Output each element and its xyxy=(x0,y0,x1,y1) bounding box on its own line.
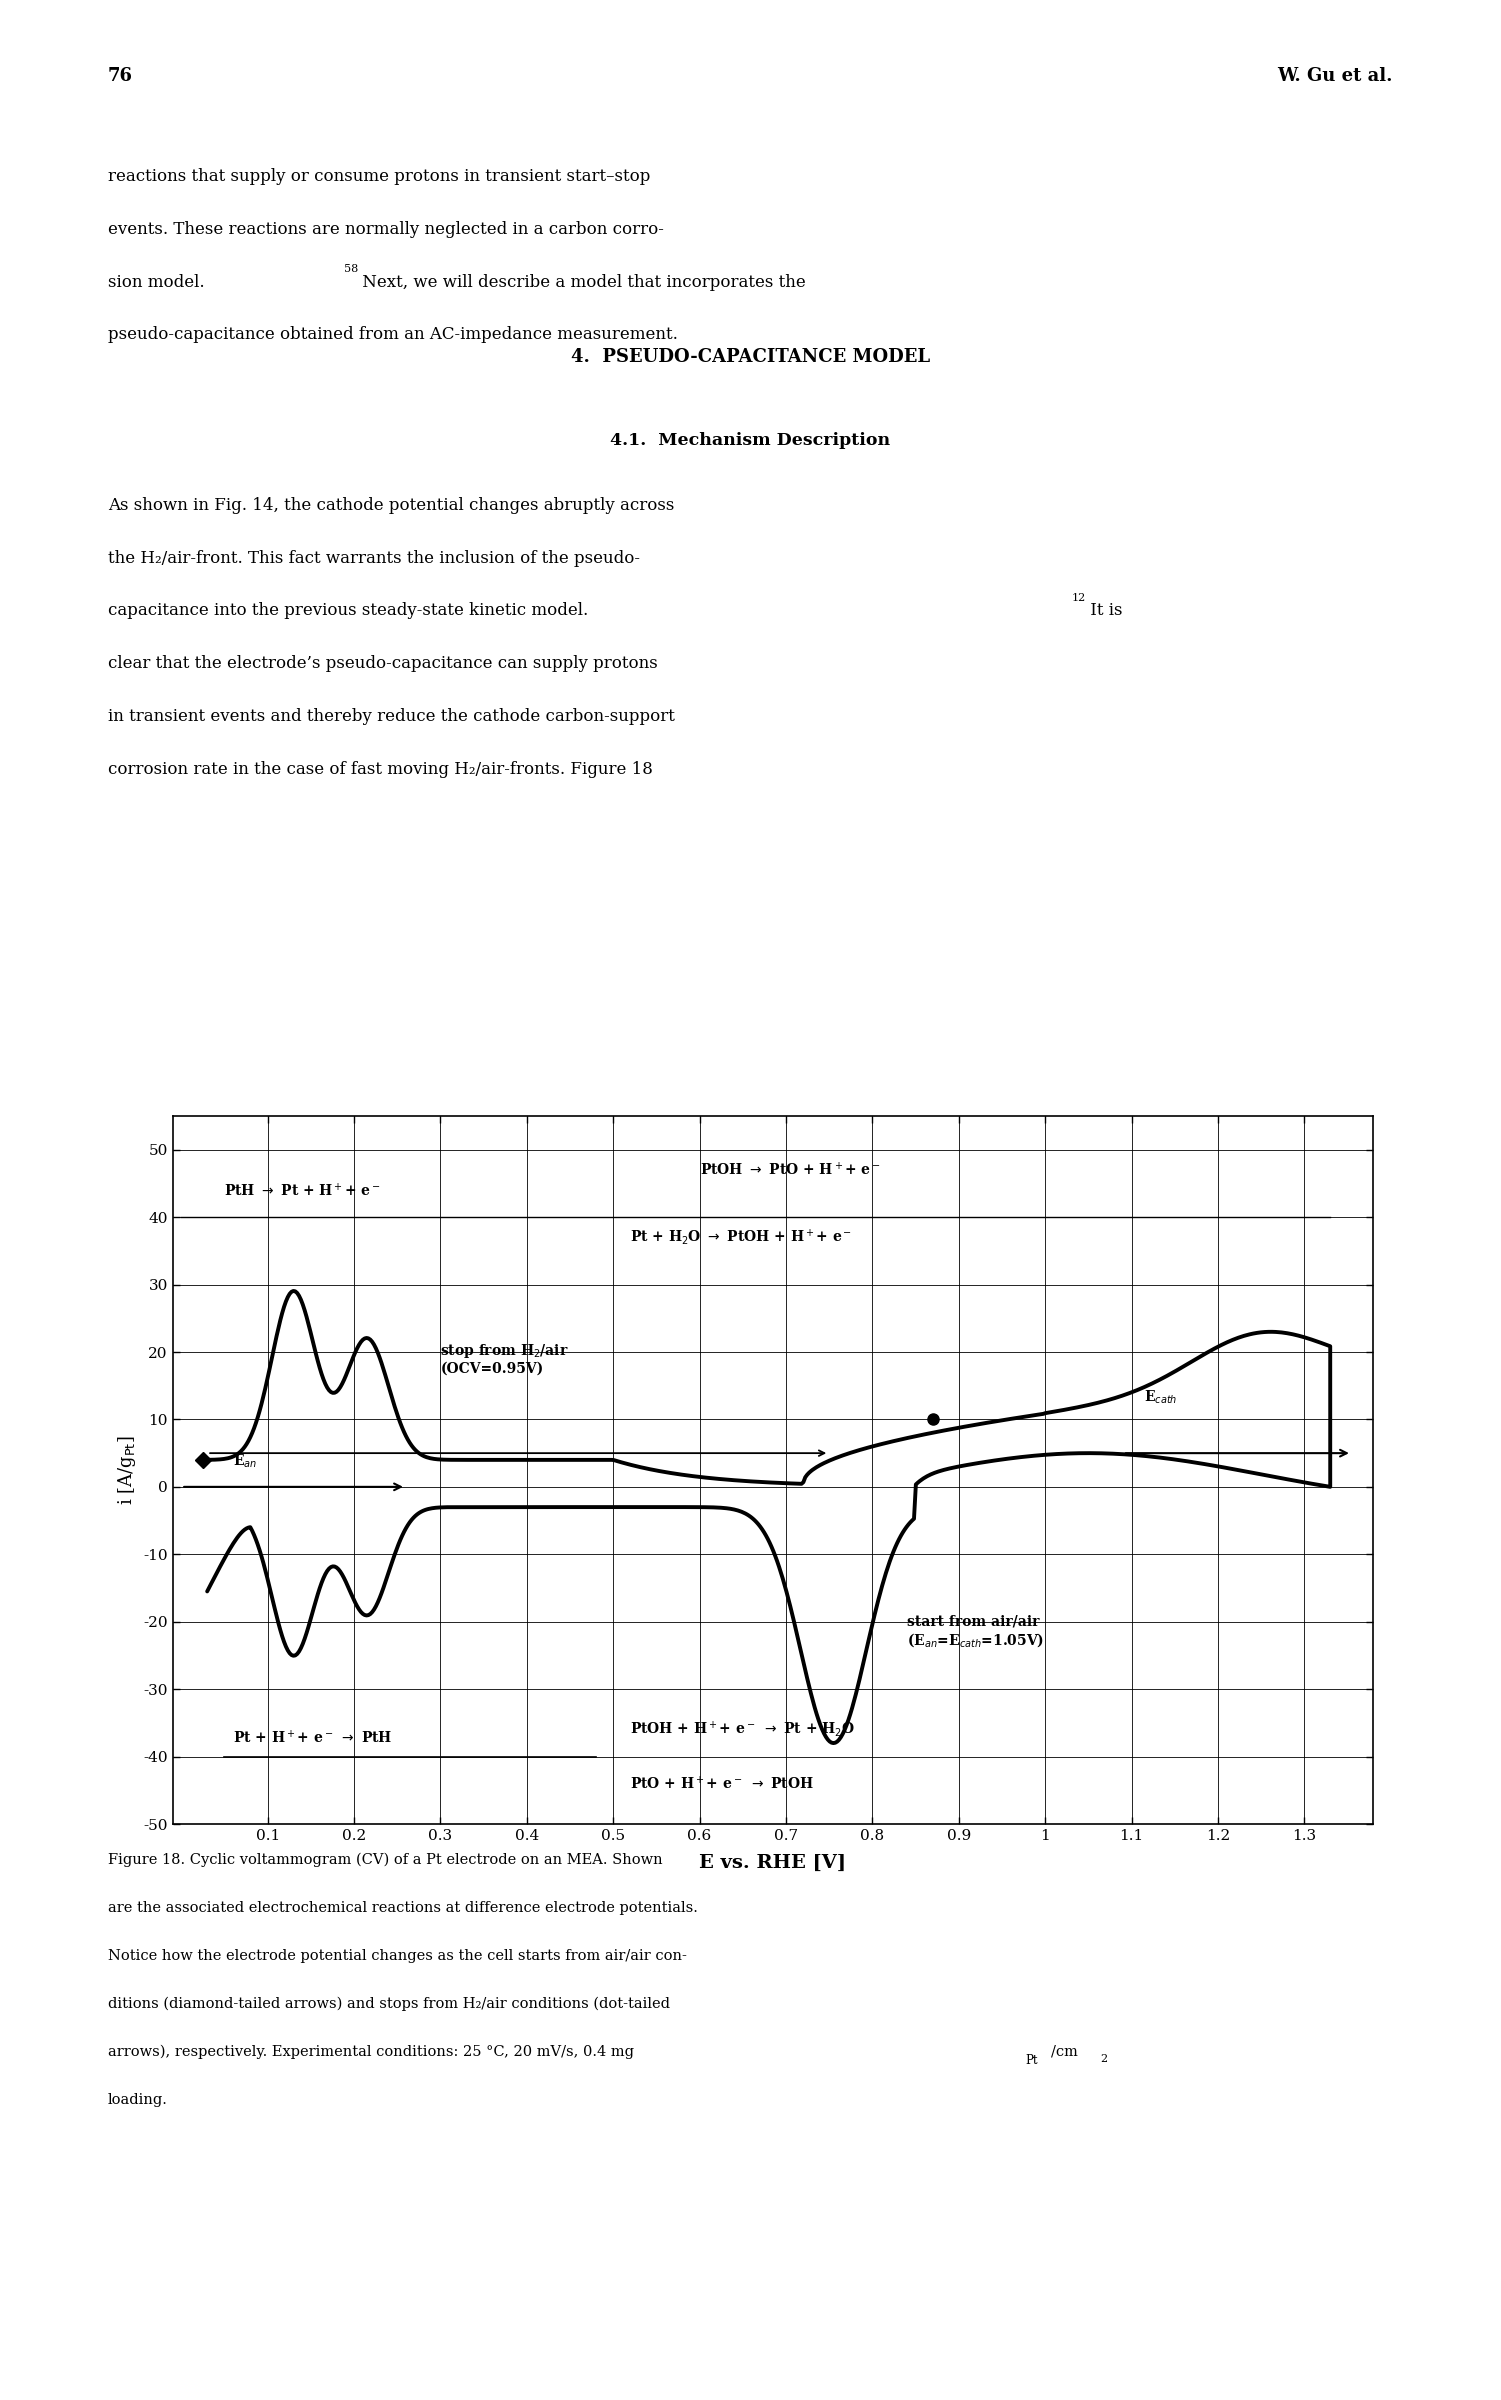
Text: As shown in Fig. 14, the cathode potential changes abruptly across: As shown in Fig. 14, the cathode potenti… xyxy=(108,497,674,514)
Text: loading.: loading. xyxy=(108,2093,168,2107)
Text: W. Gu et al.: W. Gu et al. xyxy=(1277,67,1393,86)
X-axis label: E vs. RHE [V]: E vs. RHE [V] xyxy=(699,1853,847,1872)
Y-axis label: i [A/g$_{\rm Pt}$]: i [A/g$_{\rm Pt}$] xyxy=(116,1435,138,1505)
Text: reactions that supply or consume protons in transient start–stop: reactions that supply or consume protons… xyxy=(108,168,650,185)
Text: capacitance into the previous steady-state kinetic model.: capacitance into the previous steady-sta… xyxy=(108,602,588,619)
Text: stop from H$_2$/air
(OCV=0.95V): stop from H$_2$/air (OCV=0.95V) xyxy=(440,1342,569,1375)
Text: pseudo-capacitance obtained from an AC-impedance measurement.: pseudo-capacitance obtained from an AC-i… xyxy=(108,326,678,343)
Text: 4.1.  Mechanism Description: 4.1. Mechanism Description xyxy=(611,432,890,449)
Text: It is: It is xyxy=(1085,602,1123,619)
Text: are the associated electrochemical reactions at difference electrode potentials.: are the associated electrochemical react… xyxy=(108,1901,698,1915)
Text: PtH $\rightarrow$ Pt + H$^+$+ e$^-$: PtH $\rightarrow$ Pt + H$^+$+ e$^-$ xyxy=(225,1181,381,1200)
Text: /cm: /cm xyxy=(1051,2045,1078,2059)
Text: Pt + H$^+$+ e$^-$ $\rightarrow$ PtH: Pt + H$^+$+ e$^-$ $\rightarrow$ PtH xyxy=(233,1728,393,1747)
Text: events. These reactions are normally neglected in a carbon corro-: events. These reactions are normally neg… xyxy=(108,221,663,238)
Text: 4.  PSEUDO-CAPACITANCE MODEL: 4. PSEUDO-CAPACITANCE MODEL xyxy=(570,348,931,365)
Text: Notice how the electrode potential changes as the cell starts from air/air con-: Notice how the electrode potential chang… xyxy=(108,1949,687,1963)
Text: corrosion rate in the case of fast moving H₂/air-fronts. Figure 18: corrosion rate in the case of fast movin… xyxy=(108,761,653,778)
Text: 12: 12 xyxy=(1072,593,1085,602)
Text: Pt: Pt xyxy=(1025,2054,1037,2066)
Text: 76: 76 xyxy=(108,67,134,86)
Text: start from air/air
(E$_{an}$=E$_{cath}$=1.05V): start from air/air (E$_{an}$=E$_{cath}$=… xyxy=(907,1615,1045,1649)
Text: clear that the electrode’s pseudo-capacitance can supply protons: clear that the electrode’s pseudo-capaci… xyxy=(108,655,657,672)
Text: 2: 2 xyxy=(1100,2054,1108,2064)
Text: ditions (diamond-tailed arrows) and stops from H₂/air conditions (dot-tailed: ditions (diamond-tailed arrows) and stop… xyxy=(108,1997,669,2011)
Text: Figure 18. Cyclic voltammogram (CV) of a Pt electrode on an MEA. Shown: Figure 18. Cyclic voltammogram (CV) of a… xyxy=(108,1853,663,1867)
Text: PtO + H$^+$+ e$^-$ $\rightarrow$ PtOH: PtO + H$^+$+ e$^-$ $\rightarrow$ PtOH xyxy=(630,1776,814,1793)
Text: in transient events and thereby reduce the cathode carbon-support: in transient events and thereby reduce t… xyxy=(108,708,675,725)
Text: E$_{cath}$: E$_{cath}$ xyxy=(1144,1390,1178,1406)
Text: E$_{an}$: E$_{an}$ xyxy=(233,1452,257,1469)
Text: PtOH + H$^+$+ e$^-$ $\rightarrow$ Pt + H$_2$O: PtOH + H$^+$+ e$^-$ $\rightarrow$ Pt + H… xyxy=(630,1721,856,1740)
Text: Next, we will describe a model that incorporates the: Next, we will describe a model that inco… xyxy=(357,274,806,290)
Text: PtOH $\rightarrow$ PtO + H$^+$+ e$^-$: PtOH $\rightarrow$ PtO + H$^+$+ e$^-$ xyxy=(699,1162,881,1178)
Text: 58: 58 xyxy=(344,264,357,274)
Text: sion model.: sion model. xyxy=(108,274,204,290)
Text: the H₂/air-front. This fact warrants the inclusion of the pseudo-: the H₂/air-front. This fact warrants the… xyxy=(108,550,639,566)
Text: arrows), respectively. Experimental conditions: 25 °C, 20 mV/s, 0.4 mg: arrows), respectively. Experimental cond… xyxy=(108,2045,633,2059)
Text: Pt + H$_2$O $\rightarrow$ PtOH + H$^+$+ e$^-$: Pt + H$_2$O $\rightarrow$ PtOH + H$^+$+ … xyxy=(630,1226,853,1248)
